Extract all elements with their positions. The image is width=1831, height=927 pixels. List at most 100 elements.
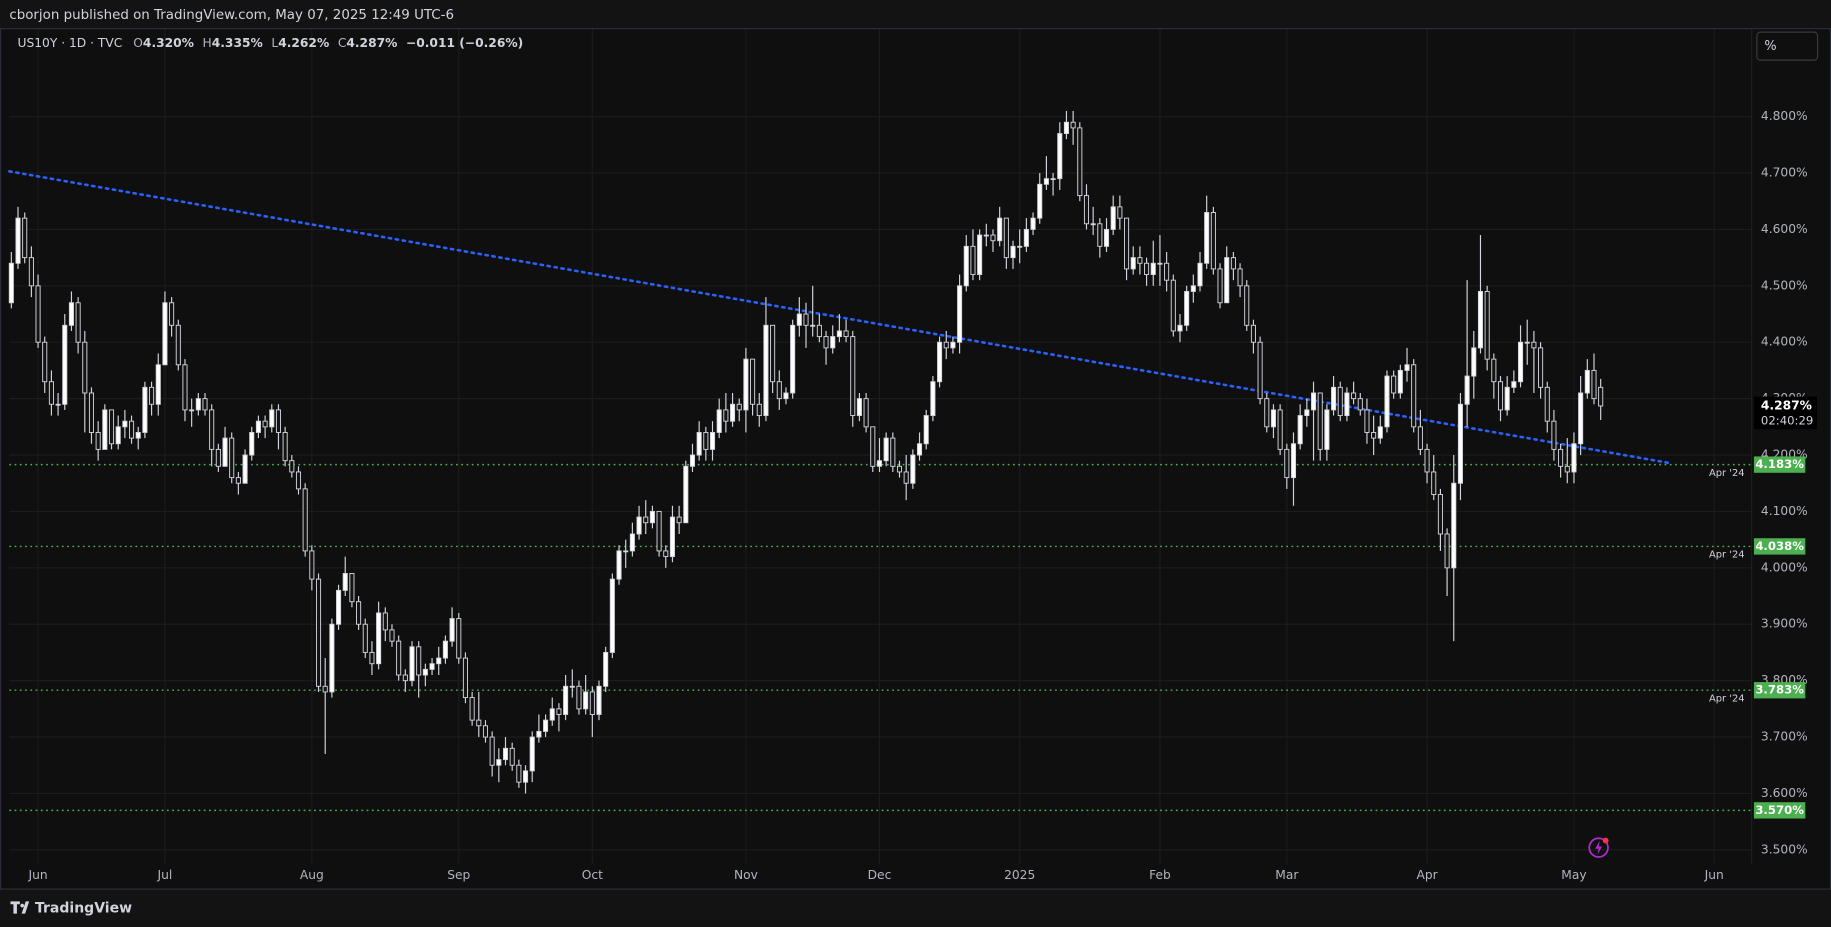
candle-body xyxy=(1277,409,1283,450)
candle-body xyxy=(1310,392,1317,411)
candle-body xyxy=(750,358,756,405)
candle-body xyxy=(556,708,562,715)
candle-body xyxy=(182,364,188,411)
level-price-label: 3.783% xyxy=(1755,683,1804,697)
candle-body xyxy=(516,764,522,783)
candle-body xyxy=(616,550,622,580)
scale-button[interactable] xyxy=(1756,31,1819,61)
candle-body xyxy=(1511,381,1517,388)
candle-body xyxy=(963,245,969,287)
alert-bolt[interactable] xyxy=(1595,840,1603,855)
candle-body xyxy=(770,324,776,383)
candle-body xyxy=(322,685,328,693)
published-note: cborjon published on TradingView.com, Ma… xyxy=(9,8,454,23)
candle-body xyxy=(1411,364,1417,428)
candle-body xyxy=(315,578,322,687)
alert-dot[interactable] xyxy=(1602,837,1609,844)
candle-body xyxy=(669,516,675,558)
candle-body xyxy=(1010,245,1016,259)
level-price-label: 4.038% xyxy=(1755,539,1804,553)
brand: TradingView xyxy=(10,900,132,916)
candle-body xyxy=(1444,533,1450,569)
candle-body xyxy=(709,432,716,450)
scale-button-label[interactable]: % xyxy=(1764,39,1776,54)
candle-body xyxy=(215,448,221,467)
candle-body xyxy=(135,432,141,439)
candle-body xyxy=(977,234,983,276)
alert-ring[interactable] xyxy=(1588,837,1609,858)
candle-body xyxy=(703,432,709,450)
y-tick-label: 4.800% xyxy=(1761,109,1808,123)
candle-body xyxy=(282,432,288,462)
candle-body xyxy=(876,460,883,467)
candle-body xyxy=(189,409,195,412)
candle-body xyxy=(643,516,649,524)
candle-body xyxy=(362,623,368,653)
candle-body xyxy=(1571,443,1577,473)
candle-body xyxy=(1050,178,1056,181)
candle-body xyxy=(1117,206,1123,219)
candle-body xyxy=(576,685,582,710)
candle-body xyxy=(1538,347,1544,388)
level-price-tag xyxy=(1753,538,1806,555)
candle-body xyxy=(843,330,849,338)
candle-body xyxy=(536,730,542,738)
level-price-tag xyxy=(1753,456,1806,473)
candle-body xyxy=(629,533,635,552)
candle-body xyxy=(149,386,155,405)
legend-value: 4.320% xyxy=(143,36,194,50)
candle-body xyxy=(202,398,208,411)
candle-body xyxy=(382,612,388,631)
y-tick-label: 3.500% xyxy=(1761,842,1808,856)
candle-body xyxy=(756,403,762,417)
candle-body xyxy=(790,324,796,394)
x-tick-label: 2025 xyxy=(1004,868,1035,882)
candle-body xyxy=(1391,375,1397,394)
candle-body xyxy=(723,409,729,422)
candle-body xyxy=(1531,341,1537,349)
candle-body xyxy=(603,651,609,687)
candle-body xyxy=(1544,386,1550,422)
candle-body xyxy=(796,313,802,326)
candle-body xyxy=(1057,133,1063,180)
candle-body xyxy=(1144,262,1150,276)
legend: US10Y · 1D · TVC O4.320% H4.335% L4.262%… xyxy=(18,36,524,50)
candle-body xyxy=(743,358,749,411)
level-price-label: 4.183% xyxy=(1755,457,1804,471)
candle-body xyxy=(482,725,489,738)
candle-body xyxy=(489,736,495,766)
brand-name: TradingView xyxy=(35,900,132,916)
candle-body xyxy=(1451,482,1457,569)
candle-body xyxy=(1237,268,1243,287)
candle-body xyxy=(95,432,101,450)
candle-body xyxy=(356,601,362,625)
candle-body xyxy=(816,324,822,338)
candle-body xyxy=(195,398,201,411)
candle-body xyxy=(716,409,722,433)
last-price-label: 4.287% xyxy=(1761,398,1812,412)
candle-body xyxy=(970,245,976,276)
grid: 3.500%3.600%3.700%3.800%3.900%4.000%4.10… xyxy=(9,29,1808,882)
brand-logo xyxy=(10,901,30,914)
candle-body xyxy=(870,426,876,467)
candle-body xyxy=(255,420,261,433)
last-price-tag xyxy=(1753,396,1817,430)
legend-key: L xyxy=(271,36,278,50)
candle-body xyxy=(422,668,428,676)
candle-body xyxy=(1491,358,1497,383)
candle-body xyxy=(162,302,168,366)
y-tick-label: 3.900% xyxy=(1761,617,1808,631)
candle-body xyxy=(1043,178,1049,185)
candle-body xyxy=(636,516,642,535)
candle-body xyxy=(1290,443,1297,479)
candle-body xyxy=(856,398,862,417)
candle-body xyxy=(1130,257,1136,270)
candle-body xyxy=(1204,212,1210,264)
candle-body xyxy=(569,685,575,688)
x-tick-label: May xyxy=(1561,868,1586,882)
candle-body xyxy=(583,691,589,710)
candle-body xyxy=(436,657,442,665)
alert-icon[interactable] xyxy=(1588,837,1609,858)
candle-body xyxy=(776,381,782,400)
